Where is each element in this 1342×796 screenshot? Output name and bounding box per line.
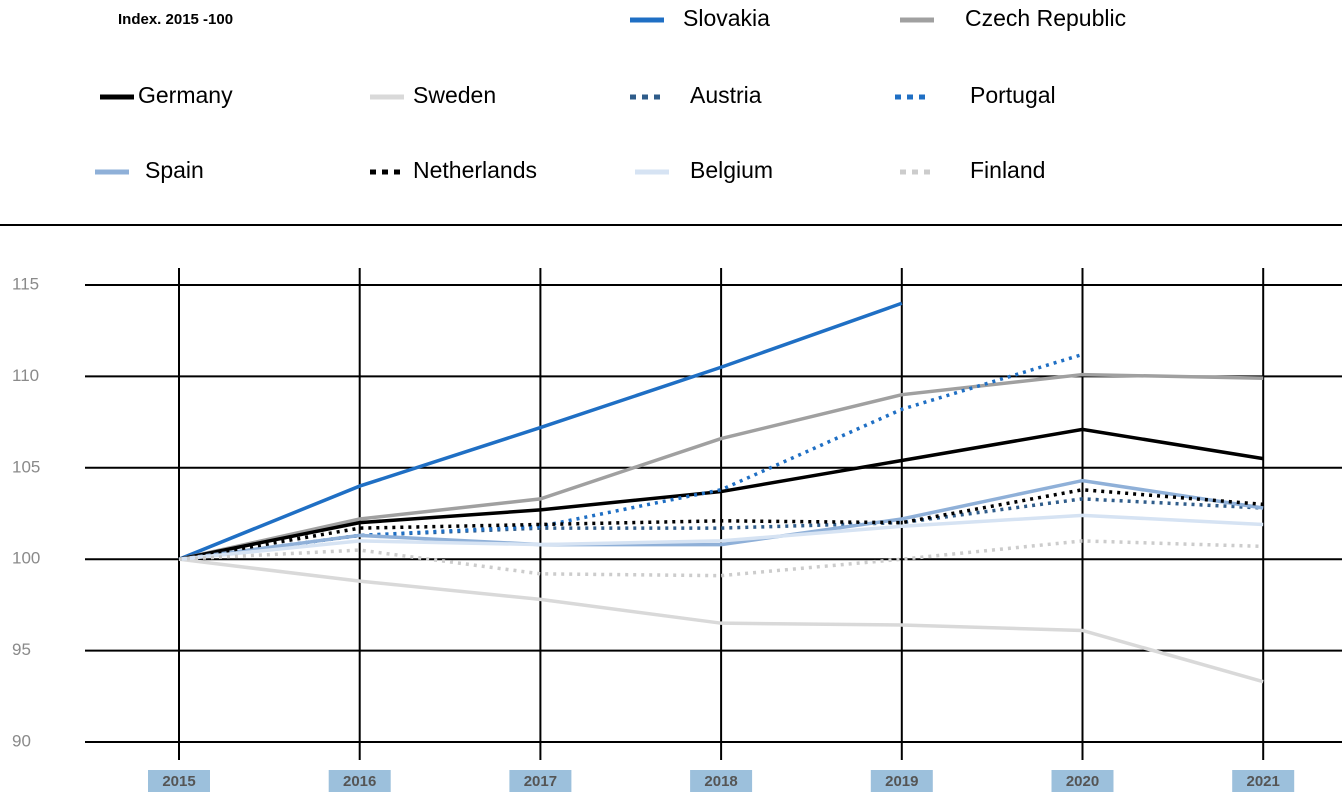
legend-label: Netherlands xyxy=(413,157,537,183)
x-tick-label: 2016 xyxy=(343,773,376,790)
x-tick-bg xyxy=(1232,770,1295,792)
legend-label: Portugal xyxy=(970,82,1056,108)
series-line xyxy=(178,352,1084,561)
series-line xyxy=(178,487,1264,561)
legend-label: Belgium xyxy=(690,157,773,183)
x-tick-bg xyxy=(328,770,391,792)
x-tick-bg xyxy=(870,770,933,792)
series-line xyxy=(178,539,1264,578)
legend-label: Austria xyxy=(690,82,762,108)
series-line xyxy=(178,427,1264,561)
series-line xyxy=(178,513,1264,561)
y-tick-label: 100 xyxy=(12,549,40,568)
x-tick-bg xyxy=(690,770,753,792)
x-tick-label: 2019 xyxy=(885,773,918,790)
series-line xyxy=(178,372,1264,561)
legend-label: Czech Republic xyxy=(965,5,1126,31)
legend-label: Germany xyxy=(138,82,233,108)
x-tick-label: 2020 xyxy=(1066,773,1099,790)
series-line xyxy=(178,557,1264,684)
y-tick-label: 90 xyxy=(12,731,31,750)
x-tick-label: 2015 xyxy=(162,773,195,790)
legend-label: Spain xyxy=(145,157,204,183)
legend-label: Finland xyxy=(970,157,1045,183)
series-line xyxy=(178,478,1264,561)
y-tick-label: 115 xyxy=(12,274,39,293)
y-tick-label: 110 xyxy=(12,366,39,385)
x-tick-bg xyxy=(148,770,210,792)
x-tick-label: 2021 xyxy=(1247,773,1280,790)
x-tick-bg xyxy=(509,770,572,792)
y-tick-label: 95 xyxy=(12,640,31,659)
chart-subtitle: Index. 2015 -100 xyxy=(118,11,233,28)
legend-label: Sweden xyxy=(413,82,496,108)
series-line xyxy=(178,497,1264,561)
x-tick-bg xyxy=(1051,770,1114,792)
x-tick-label: 2018 xyxy=(704,773,737,790)
y-tick-label: 105 xyxy=(12,457,40,476)
legend-label: Slovakia xyxy=(683,5,770,31)
series-line xyxy=(178,301,903,561)
x-tick-label: 2017 xyxy=(524,773,557,790)
